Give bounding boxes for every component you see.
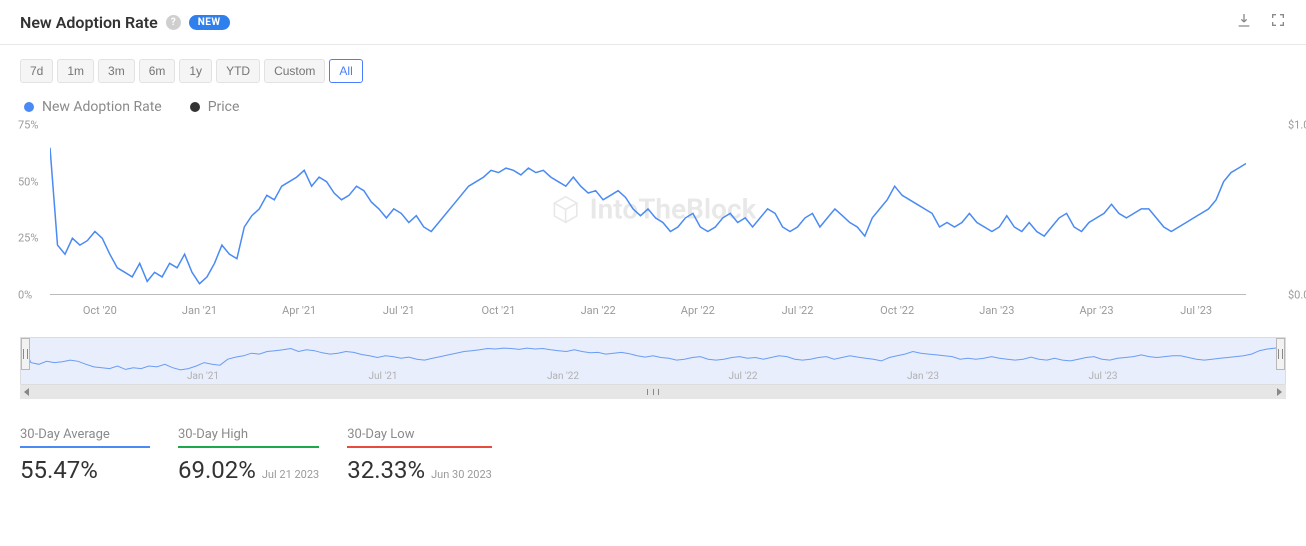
navigator-x-axis: Jan '21 Jul '21 Jan '22 Jul '22 Jan '23 Jul '… <box>23 371 1283 384</box>
x-tick: Apr '21 <box>282 304 316 317</box>
navigator-handle-left[interactable] <box>21 338 30 370</box>
x-tick: Apr '22 <box>681 304 715 317</box>
header-left: New Adoption Rate ? NEW <box>20 13 230 32</box>
legend-item-price[interactable]: Price <box>190 99 240 115</box>
legend: New Adoption Rate Price <box>20 99 1286 115</box>
chart-header: New Adoption Rate ? NEW <box>0 0 1306 45</box>
y-left-tick: 25% <box>18 232 38 245</box>
main-chart[interactable]: 0%25%50%75% $0.00$1.00 IntoTheBlock Oct … <box>20 125 1286 325</box>
stat-value-row: 69.02% Jul 21 2023 <box>178 456 319 484</box>
nav-x-tick: Jan '23 <box>907 371 939 382</box>
stat-label: 30-Day Average <box>20 427 150 448</box>
scrollbar-grip-icon <box>647 389 659 395</box>
header-actions <box>1236 12 1286 32</box>
nav-x-tick: Jul '23 <box>1089 371 1118 382</box>
navigator[interactable]: Jan '21 Jul '21 Jan '22 Jul '22 Jan '23 Jul '… <box>20 337 1286 385</box>
x-tick: Jul '23 <box>1180 304 1212 317</box>
x-tick: Oct '22 <box>880 304 914 317</box>
range-btn-custom[interactable]: Custom <box>264 59 325 83</box>
navigator-handle-right[interactable] <box>1276 338 1285 370</box>
navigator-svg <box>23 340 1283 372</box>
range-buttons: 7d1m3m6m1yYTDCustomAll <box>20 59 1286 83</box>
new-badge: NEW <box>189 15 230 30</box>
controls-row: 7d1m3m6m1yYTDCustomAll New Adoption Rate… <box>0 45 1306 115</box>
range-btn-ytd[interactable]: YTD <box>216 59 260 83</box>
x-axis: Oct '20 Jan '21 Apr '21 Jul '21 Oct '21 Jan '… <box>50 304 1246 320</box>
stat-value: 69.02% <box>178 456 256 484</box>
x-tick: Jan '22 <box>581 304 616 317</box>
nav-x-tick: Jan '21 <box>187 371 219 382</box>
nav-x-tick: Jul '22 <box>729 371 758 382</box>
legend-label-adoption: New Adoption Rate <box>42 99 162 115</box>
nav-x-tick: Jan '22 <box>547 371 579 382</box>
x-tick: Jul '22 <box>782 304 814 317</box>
legend-item-adoption[interactable]: New Adoption Rate <box>24 99 162 115</box>
stat-value: 55.47% <box>20 456 98 484</box>
stat-value-row: 55.47% <box>20 456 150 484</box>
stat-label: 30-Day High <box>178 427 319 448</box>
y-left-tick: 75% <box>18 119 38 132</box>
x-tick: Apr '23 <box>1079 304 1113 317</box>
stat-value-row: 32.33% Jun 30 2023 <box>347 456 492 484</box>
download-icon[interactable] <box>1236 12 1252 32</box>
range-btn-1m[interactable]: 1m <box>57 59 94 83</box>
y-right-tick: $1.00 <box>1288 119 1306 132</box>
legend-dot-icon <box>24 102 34 112</box>
horizontal-scrollbar[interactable] <box>20 385 1286 399</box>
nav-x-tick: Jul '21 <box>369 371 398 382</box>
stat-block: 30-Day Low 32.33% Jun 30 2023 <box>347 427 492 484</box>
y-right-tick: $0.00 <box>1288 289 1306 302</box>
x-tick: Oct '21 <box>482 304 516 317</box>
stat-date: Jun 30 2023 <box>431 468 492 481</box>
stat-value: 32.33% <box>347 456 425 484</box>
stat-block: 30-Day Average 55.47% <box>20 427 150 484</box>
page-title: New Adoption Rate <box>20 13 158 32</box>
legend-dot-icon <box>190 102 200 112</box>
stat-block: 30-Day High 69.02% Jul 21 2023 <box>178 427 319 484</box>
range-btn-1y[interactable]: 1y <box>179 59 212 83</box>
range-btn-7d[interactable]: 7d <box>20 59 53 83</box>
range-btn-all[interactable]: All <box>329 59 362 83</box>
range-btn-6m[interactable]: 6m <box>139 59 176 83</box>
x-tick: Jan '21 <box>182 304 217 317</box>
stat-date: Jul 21 2023 <box>262 468 319 481</box>
x-tick: Jul '21 <box>383 304 415 317</box>
y-left-tick: 50% <box>18 175 38 188</box>
main-chart-area: 0%25%50%75% $0.00$1.00 IntoTheBlock Oct … <box>0 125 1306 325</box>
stat-label: 30-Day Low <box>347 427 492 448</box>
line-chart-svg <box>50 125 1246 295</box>
fullscreen-icon[interactable] <box>1270 12 1286 32</box>
x-tick: Oct '20 <box>83 304 117 317</box>
help-icon[interactable]: ? <box>166 15 181 30</box>
y-left-tick: 0% <box>18 289 32 302</box>
range-btn-3m[interactable]: 3m <box>98 59 135 83</box>
legend-label-price: Price <box>208 99 240 115</box>
stats-row: 30-Day Average 55.47% 30-Day High 69.02% Jul… <box>0 399 1306 502</box>
x-tick: Jan '23 <box>979 304 1014 317</box>
